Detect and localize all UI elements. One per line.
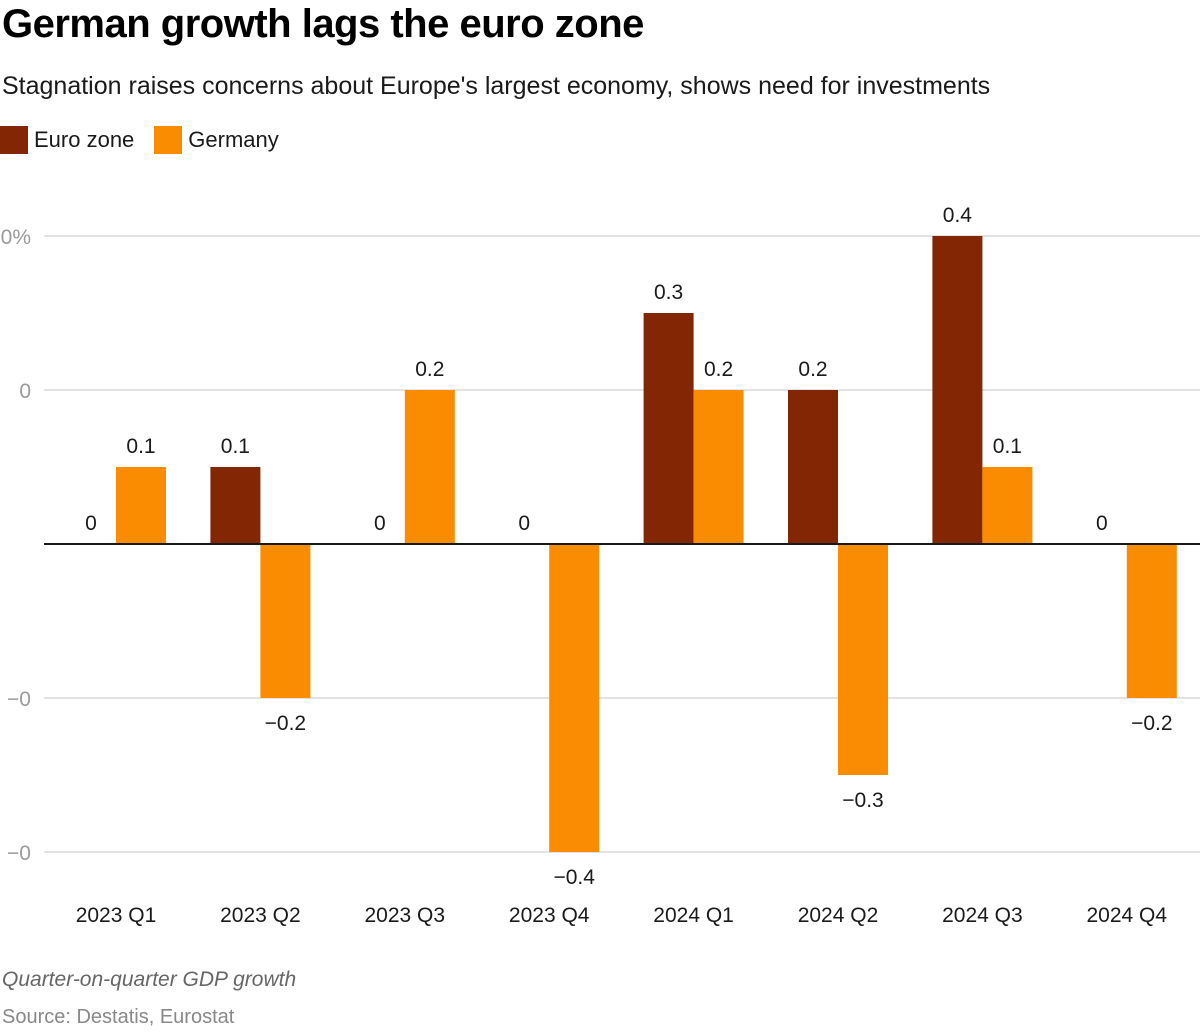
data-label-euro-zone: 0	[85, 512, 97, 535]
chart-note: Quarter-on-quarter GDP growth	[2, 968, 297, 991]
data-label-euro-zone: 0	[374, 512, 386, 535]
legend: Euro zone Germany	[0, 126, 299, 154]
chart-source: Source: Destatis, Eurostat	[2, 1006, 235, 1028]
bar-chart: 0% 0 −0 −0 0 0.1 0.1 −0.2 0 0.2 0 −0.4 0.3 0.2 0.2 −0.…	[1, 204, 1200, 927]
bar-germany-6	[838, 544, 888, 775]
gridlines	[44, 235, 1200, 853]
category-label: 2023 Q1	[76, 904, 157, 927]
category-label: 2024 Q4	[1087, 904, 1168, 927]
bar-germany-5	[693, 390, 744, 544]
legend-item-euro-zone: Euro zone	[0, 126, 134, 154]
data-label-euro-zone: 0	[518, 512, 530, 535]
y-axis-ticks: 0% 0 −0 −0	[1, 226, 31, 865]
bar-euro-zone-7	[932, 236, 983, 544]
data-label-germany: 0.2	[415, 358, 444, 381]
legend-item-germany: Germany	[154, 126, 279, 154]
data-label-germany: −0.2	[265, 712, 306, 735]
category-label: 2024 Q2	[798, 904, 879, 927]
bar-germany-3	[404, 390, 455, 544]
legend-label-germany: Germany	[188, 127, 279, 152]
data-label-germany: 0.1	[993, 435, 1022, 458]
category-label: 2023 Q2	[220, 904, 301, 927]
data-label-euro-zone: 0	[1096, 512, 1108, 535]
data-label-euro-zone: 0.1	[221, 435, 250, 458]
y-tick-label: −0	[7, 688, 31, 711]
data-labels: 0 0.1 0.1 −0.2 0 0.2 0 −0.4 0.3 0.2 0.2 −0.3 0.4 0.1 0…	[85, 204, 1172, 889]
y-tick-label: −0	[7, 842, 31, 865]
bar-euro-zone-6	[788, 390, 838, 544]
y-tick-label: 0%	[1, 226, 31, 249]
data-label-germany: 0.2	[704, 358, 733, 381]
legend-label-euro-zone: Euro zone	[34, 127, 135, 152]
data-label-euro-zone: 0.3	[654, 281, 683, 304]
category-label: 2023 Q4	[509, 904, 590, 927]
data-label-germany: −0.2	[1131, 712, 1172, 735]
data-label-germany: −0.3	[842, 789, 883, 812]
legend-swatch-euro-zone	[0, 126, 28, 154]
category-labels: 2023 Q1 2023 Q2 2023 Q3 2023 Q4 2024 Q1 2024 …	[76, 904, 1168, 927]
bar-germany-8	[1126, 544, 1177, 698]
bar-germany-2	[260, 544, 311, 698]
y-tick-label: 0	[19, 380, 31, 403]
data-label-germany: 0.1	[126, 435, 155, 458]
category-label: 2024 Q1	[653, 904, 734, 927]
bars	[116, 236, 1177, 852]
bar-germany-7	[982, 467, 1033, 544]
data-label-euro-zone: 0.4	[943, 204, 973, 227]
legend-swatch-germany	[154, 126, 183, 154]
chart-subtitle: Stagnation raises concerns about Europe'…	[2, 72, 991, 100]
bar-euro-zone-2	[210, 467, 261, 544]
data-label-euro-zone: 0.2	[798, 358, 827, 381]
bar-germany-4	[549, 544, 600, 852]
bar-germany-1	[116, 467, 166, 544]
category-label: 2023 Q3	[365, 904, 446, 927]
bar-euro-zone-5	[643, 313, 694, 544]
chart-title: German growth lags the euro zone	[2, 2, 644, 46]
data-label-germany: −0.4	[553, 866, 595, 889]
category-label: 2024 Q3	[942, 904, 1023, 927]
